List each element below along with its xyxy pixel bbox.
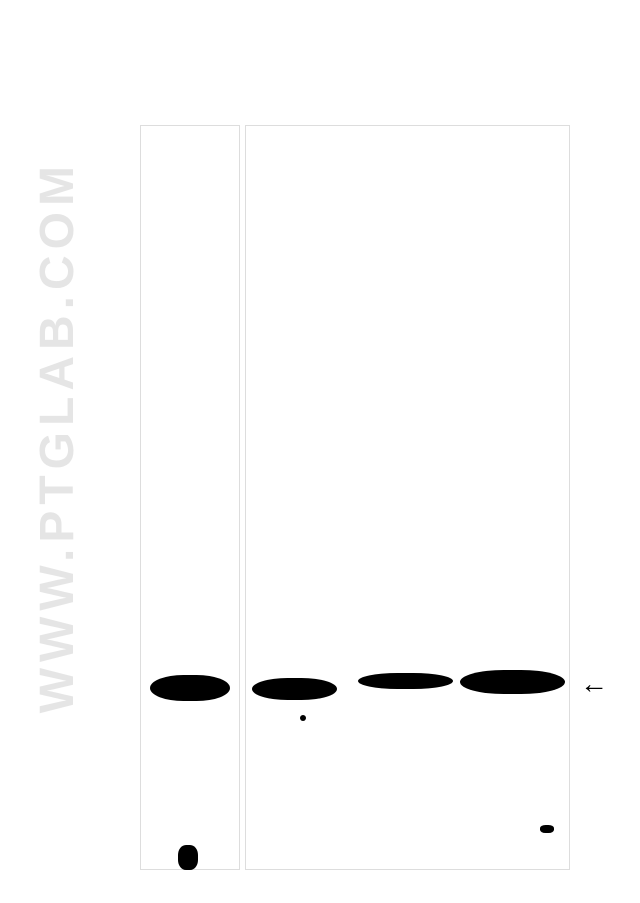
blot-artifact [178,845,198,870]
watermark-text: WWW.PTGLAB.COM [30,160,85,713]
protein-band [358,673,453,689]
blot-artifact [300,715,306,721]
protein-band [252,678,337,700]
lane-labels-group: HEK-293 MCF-7 mouse kidney mouse ovary [0,0,640,125]
blot-lane-1 [140,125,240,870]
protein-band [460,670,565,694]
protein-band [150,675,230,701]
western-blot-image [140,125,570,870]
blot-artifact [540,825,554,833]
blot-lane-group [245,125,570,870]
target-band-arrow: ← [580,668,608,700]
